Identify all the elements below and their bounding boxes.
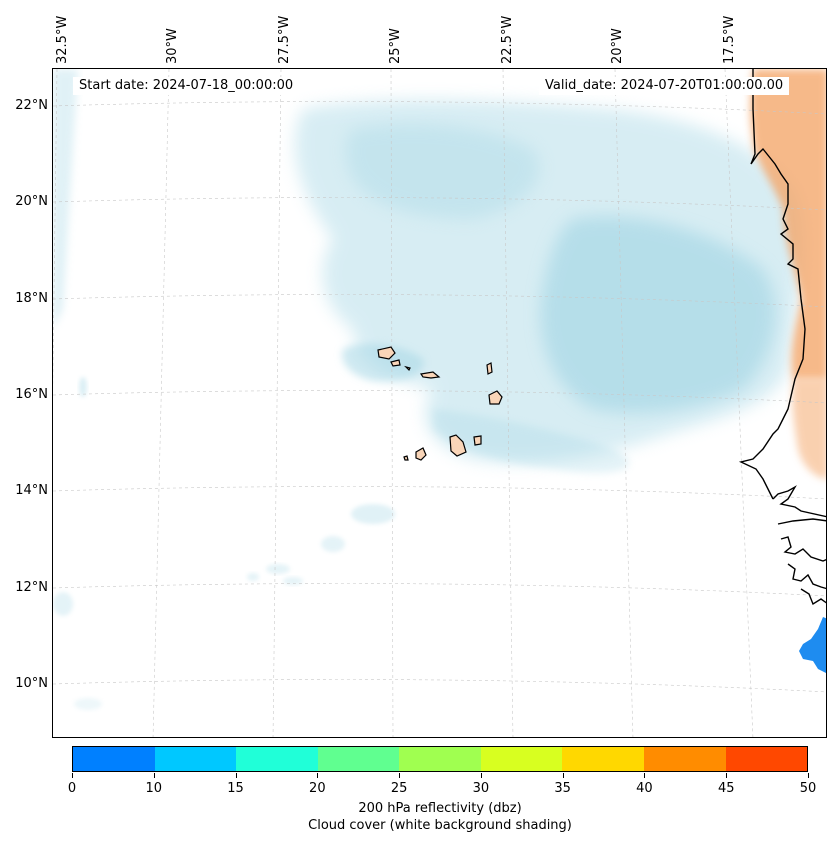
parallel-line xyxy=(53,486,826,500)
cape-verde-islands xyxy=(377,346,503,461)
colorbar-tick-label: 40 xyxy=(636,781,653,796)
colorbar-segment xyxy=(154,747,237,771)
valid-date-label: Valid_date: 2024-07-20T01:00:00.00 xyxy=(539,77,790,95)
colorbar-segment xyxy=(562,747,644,771)
colorbar-tick-label: 45 xyxy=(717,781,735,796)
lat-label-22n: 22°N xyxy=(15,98,48,113)
coast-sierra-leone xyxy=(800,588,826,606)
cloud-patch xyxy=(247,573,259,581)
land-shading-south xyxy=(792,379,826,479)
meridian-line xyxy=(152,69,170,737)
meridian-line xyxy=(390,69,394,737)
colorbar-tick-label: 10 xyxy=(145,781,163,796)
cloud-west-edge xyxy=(53,69,78,329)
island-santo-antao xyxy=(377,346,396,360)
cloud-patch xyxy=(53,592,73,616)
map-panel[interactable] xyxy=(52,68,827,738)
lon-label-22-5w: 22.5°W xyxy=(500,15,515,64)
parallel-line xyxy=(53,679,826,693)
lon-label-20w: 20°W xyxy=(610,28,625,64)
colorbar-segment xyxy=(236,747,318,771)
meridian-line xyxy=(502,69,514,737)
cloud-patch xyxy=(321,536,345,552)
cloud-mass-core xyxy=(540,216,776,413)
map-canvas xyxy=(53,69,826,737)
land-shading-north xyxy=(750,69,826,379)
island-brava xyxy=(403,455,409,461)
colorbar-tick-label: 30 xyxy=(472,781,490,796)
colorbar-segment xyxy=(643,747,726,771)
cloud-island-patch xyxy=(342,343,424,382)
lat-label-16n: 16°N xyxy=(15,387,48,402)
colorbar-tick-label: 15 xyxy=(227,781,244,796)
lat-label-18n: 18°N xyxy=(15,291,48,306)
coast-west-sahara-mauritania xyxy=(738,69,806,500)
graticule xyxy=(53,69,826,737)
lat-label-10n: 10°N xyxy=(15,676,48,691)
island-boa-vista xyxy=(488,390,503,405)
cloud-cover-layer xyxy=(53,69,803,710)
island-fogo xyxy=(415,447,427,461)
lon-label-25w: 25°W xyxy=(388,28,403,64)
reflectivity-cell xyxy=(799,617,826,673)
colorbar-segment xyxy=(725,747,808,771)
colorbar-tick xyxy=(153,773,155,778)
meridian-line xyxy=(724,69,754,737)
colorbar-tick xyxy=(644,773,646,778)
island-maio xyxy=(473,435,482,446)
coast-senegal-gambia xyxy=(772,485,826,518)
colorbar-tick xyxy=(726,773,728,778)
colorbar-tick xyxy=(72,773,73,778)
lon-label-17-5w: 17.5°W xyxy=(722,15,737,64)
coast-guinea xyxy=(787,563,826,590)
colorbar-segment xyxy=(399,747,481,771)
land-shading-layer xyxy=(750,69,826,479)
island-santa-luzia xyxy=(404,365,411,372)
island-sao-vicente xyxy=(390,359,401,367)
lon-label-30w: 30°W xyxy=(165,28,180,64)
cloud-patch xyxy=(266,564,290,574)
reflectivity-layer xyxy=(799,617,826,673)
colorbar-tick xyxy=(317,773,319,778)
colorbar-title: 200 hPa reflectivity (dbz) xyxy=(358,801,522,816)
start-date-label: Start date: 2024-07-18_00:00:00 xyxy=(73,77,300,95)
lat-label-12n: 12°N xyxy=(15,580,48,595)
colorbar-subtitle: Cloud cover (white background shading) xyxy=(308,818,572,833)
colorbar-tick-label: 50 xyxy=(799,781,817,796)
parallel-line xyxy=(53,583,826,597)
cloud-patch xyxy=(351,504,395,524)
coast-gambia-river xyxy=(777,518,826,525)
island-sal xyxy=(486,362,493,375)
cloud-patch xyxy=(79,377,87,397)
colorbar-tick-label: 25 xyxy=(390,781,408,796)
lat-label-20n: 20°N xyxy=(15,194,48,209)
colorbar-tick xyxy=(562,773,564,778)
colorbar-segment xyxy=(480,747,563,771)
colorbar-tick xyxy=(808,773,809,778)
cloud-patch xyxy=(74,698,102,710)
colorbar-tick-label: 20 xyxy=(309,781,326,796)
island-sao-nicolau xyxy=(419,371,441,379)
lon-label-32-5w: 32.5°W xyxy=(55,15,70,64)
african-coastline xyxy=(738,69,826,606)
cloud-south-plume xyxy=(433,409,630,473)
colorbar xyxy=(72,746,808,772)
colorbar-tick-label: 0 xyxy=(67,781,77,796)
colorbar-tick-label: 35 xyxy=(554,781,571,796)
meridian-line xyxy=(614,69,634,737)
colorbar-tick xyxy=(480,773,482,778)
colorbar-tick xyxy=(399,773,401,778)
coast-guinea-bissau xyxy=(780,536,826,562)
colorbar-tick xyxy=(235,773,237,778)
lon-label-27-5w: 27.5°W xyxy=(277,15,292,64)
colorbar-segment xyxy=(73,747,155,771)
colorbar-segment xyxy=(317,747,400,771)
cloud-mass-upper xyxy=(345,124,540,219)
lat-label-14n: 14°N xyxy=(15,483,48,498)
meridian-line xyxy=(272,69,282,737)
cloud-patch xyxy=(283,577,303,585)
island-santiago xyxy=(449,434,467,457)
